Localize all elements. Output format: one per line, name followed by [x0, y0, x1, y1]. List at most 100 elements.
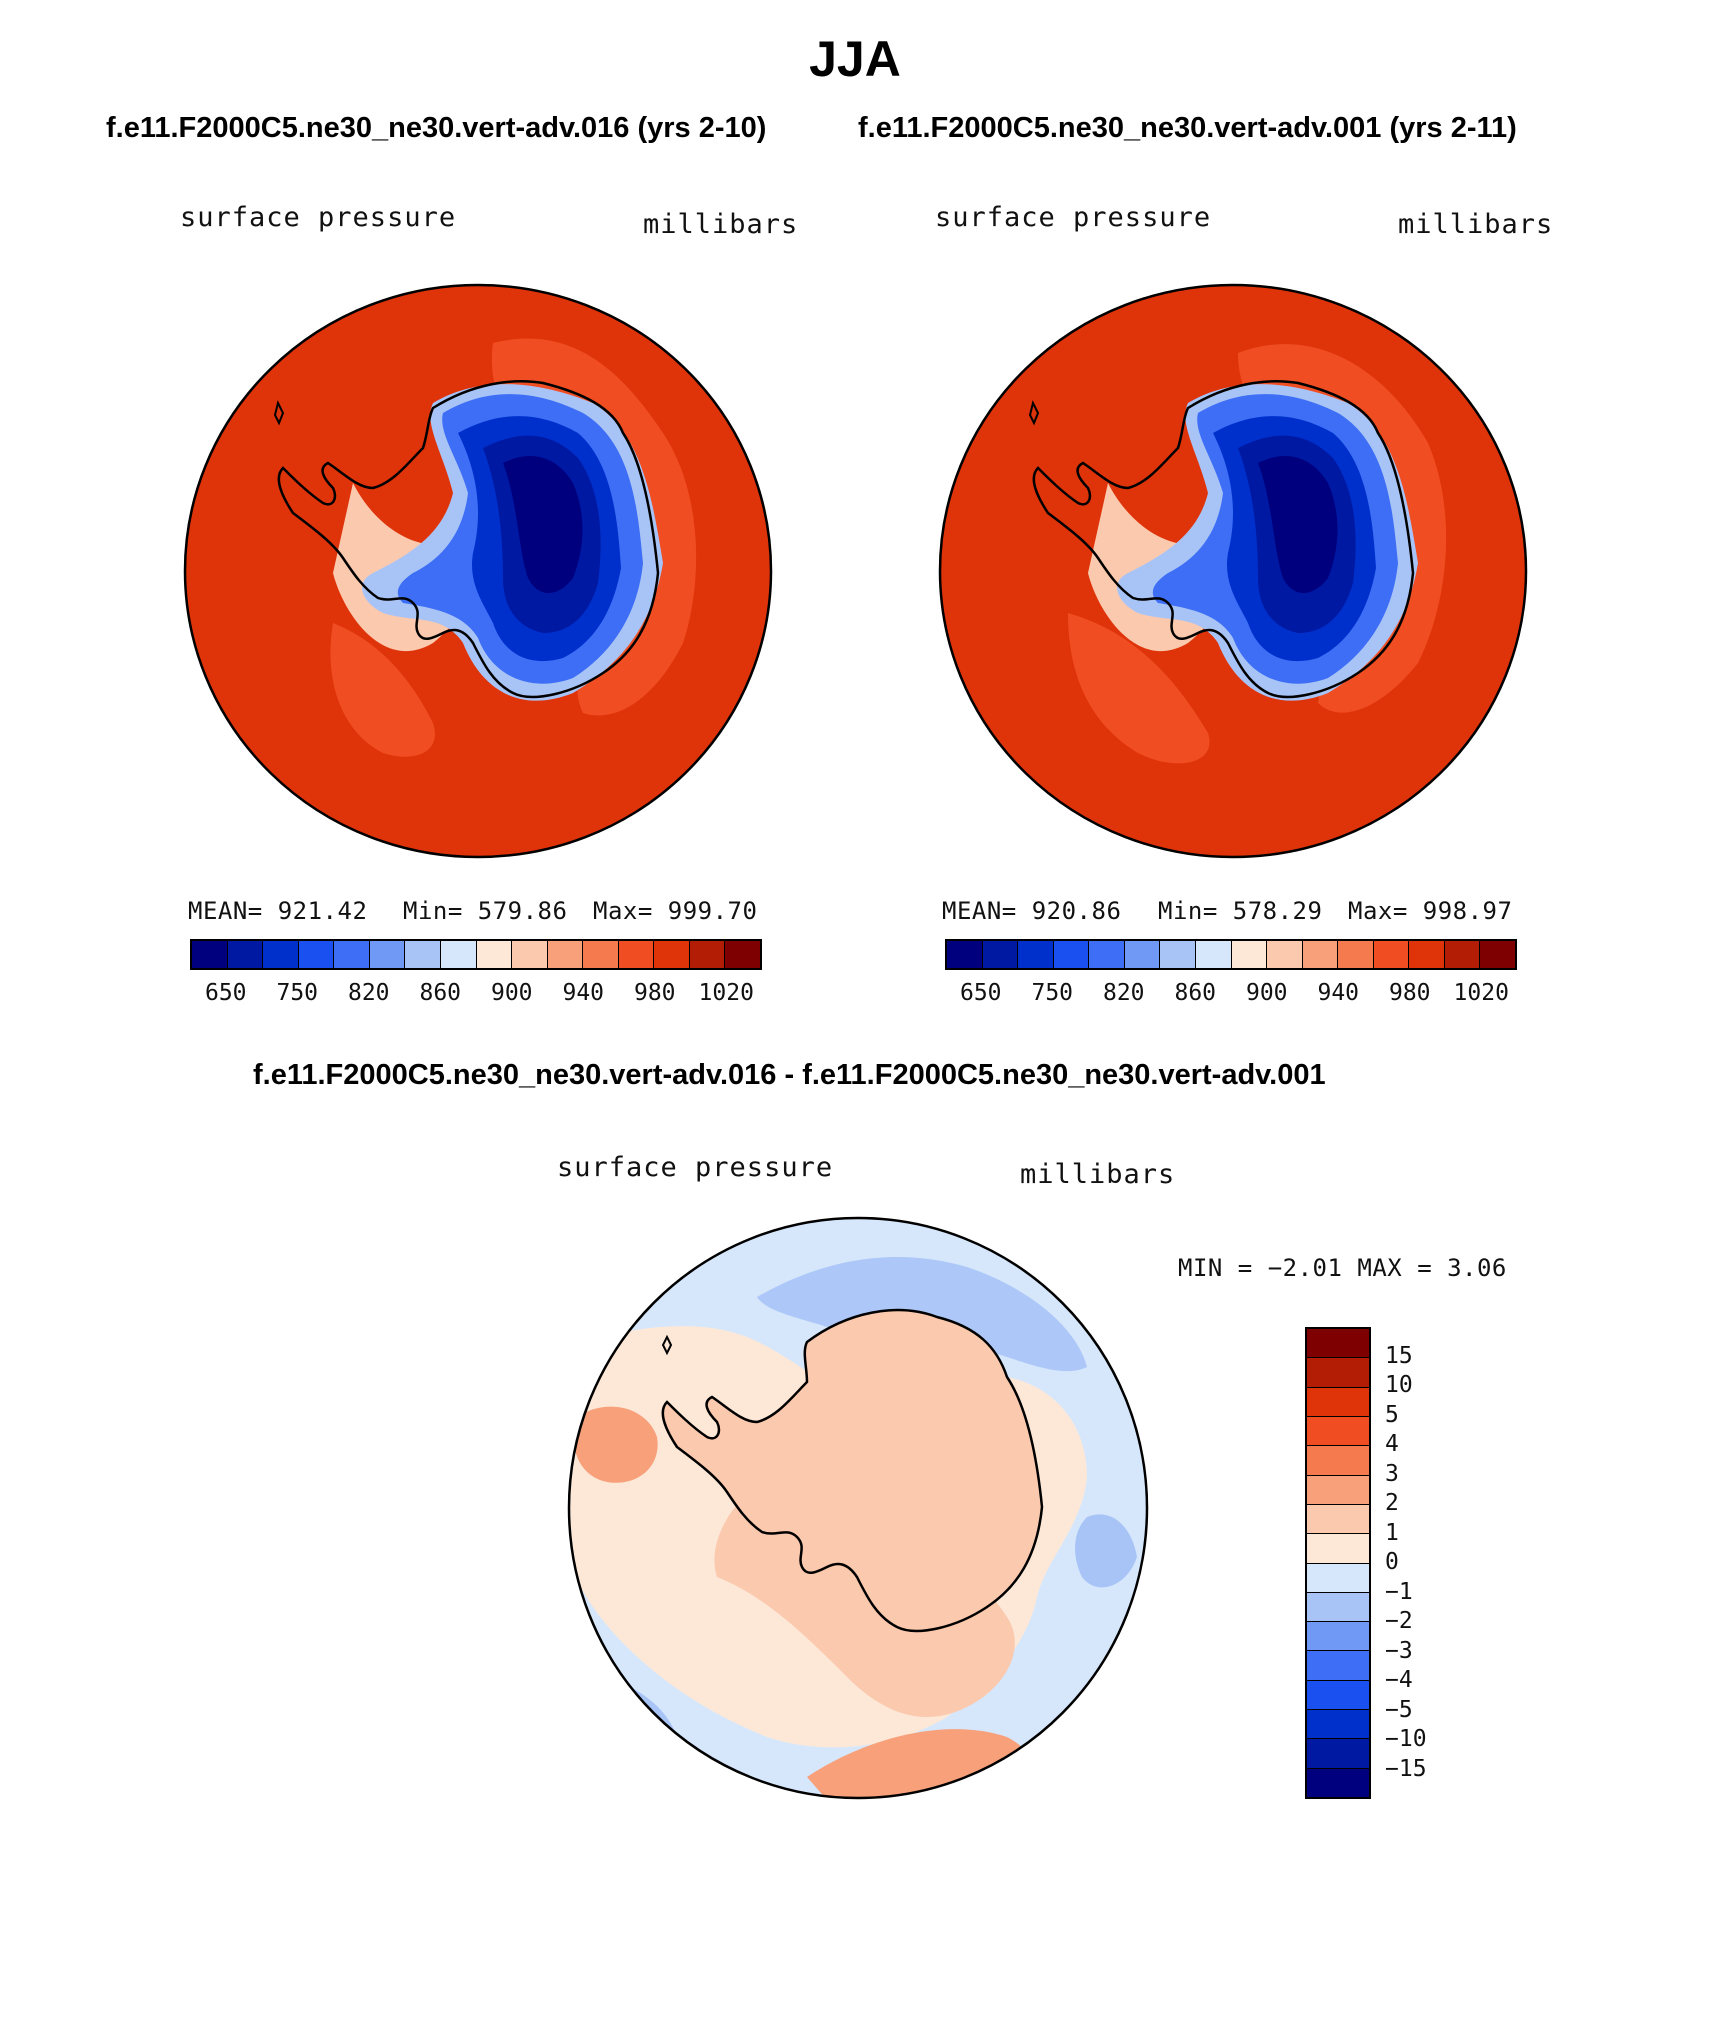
panel-2-mean: MEAN= 920.86	[942, 897, 1122, 925]
panel-2-colorbar-tick-label: 820	[1102, 980, 1145, 1006]
diff-colorbar-tick-label: 0	[1385, 1549, 1399, 1575]
panel-1-colorbar-swatch	[654, 941, 690, 968]
panel-1-colorbar-tick-label: 1020	[698, 980, 754, 1006]
diff-colorbar-tick-label: −10	[1385, 1726, 1427, 1752]
panel-1-colorbar-labels: 650 750 820 860 900 940 980 1020	[190, 980, 762, 1010]
panel-1-min: Min= 579.86	[403, 897, 568, 925]
panel-1-colorbar-swatch	[547, 941, 584, 968]
diff-colorbar-labels: 15 10 5 4 3 2 1 0 −1 −2 −3 −4 −5 −10 −15	[1385, 1327, 1465, 1799]
panel-2-colorbar-swatch	[1444, 941, 1481, 968]
panel-2-max: Max= 998.97	[1348, 897, 1513, 925]
figure-title: JJA	[809, 31, 901, 87]
panel-2-case-title: f.e11.F2000C5.ne30_ne30.vert-adv.001 (yr…	[858, 112, 1517, 144]
panel-2-colorbar-swatch	[1480, 941, 1515, 968]
panel-1-colorbar-swatch	[725, 941, 760, 968]
diff-colorbar-swatch	[1307, 1739, 1369, 1769]
diff-colorbar-swatch	[1307, 1416, 1369, 1447]
panel-1-colorbar-tick-label: 980	[633, 980, 676, 1006]
panel-2-colorbar-swatch	[1373, 941, 1410, 968]
diff-colorbar-tick-label: 10	[1385, 1372, 1413, 1398]
panel-1-colorbar-swatch	[192, 941, 228, 968]
panel-1-colorbar-swatch	[263, 941, 299, 968]
panel-2-colorbar-tick-label: 900	[1245, 980, 1288, 1006]
diff-colorbar-swatch	[1307, 1768, 1369, 1797]
panel-2-variable-label: surface pressure	[935, 202, 1212, 233]
panel-2-map	[938, 283, 1528, 859]
panel-2-colorbar-swatch	[1124, 941, 1161, 968]
diff-colorbar-swatch	[1307, 1446, 1369, 1476]
diff-colorbar-tick-label: 15	[1385, 1342, 1413, 1369]
diff-colorbar-swatch	[1307, 1329, 1369, 1359]
diff-colorbar-tick-label: 4	[1385, 1431, 1399, 1457]
panel-2-colorbar-tick-label: 980	[1388, 980, 1431, 1006]
diff-colorbar-swatch	[1307, 1563, 1369, 1593]
panel-1-colorbar-swatch	[583, 941, 619, 968]
panel-2-colorbar-tick-label: 940	[1317, 980, 1360, 1006]
panel-1-colorbar-swatch	[227, 941, 264, 968]
diff-colorbar-tick-label: −5	[1385, 1696, 1413, 1723]
panel-2-colorbar-swatch	[982, 941, 1019, 968]
panel-1-map	[183, 283, 773, 859]
diff-panel-map	[567, 1216, 1149, 1800]
panel-2-colorbar	[945, 939, 1517, 970]
diff-panel-variable-label: surface pressure	[557, 1152, 834, 1183]
panel-2-colorbar-swatch	[1231, 941, 1268, 968]
panel-2-colorbar-swatch	[1409, 941, 1445, 968]
panel-1-colorbar-tick-label: 650	[204, 980, 247, 1006]
panel-1-colorbar-swatch	[405, 941, 441, 968]
panel-1-colorbar-swatch	[476, 941, 513, 968]
diff-colorbar-tick-label: 1	[1385, 1519, 1399, 1546]
panel-1-colorbar-swatch	[618, 941, 655, 968]
diff-colorbar-tick-label: 5	[1385, 1401, 1399, 1428]
panel-2-colorbar-tick-label: 1020	[1453, 980, 1509, 1006]
panel-2-colorbar-tick-label: 750	[1031, 980, 1074, 1006]
panel-1-colorbar-tick-label: 900	[490, 980, 533, 1006]
diff-panel-title: f.e11.F2000C5.ne30_ne30.vert-adv.016 - f…	[253, 1059, 1326, 1091]
panel-1-colorbar-swatch	[440, 941, 477, 968]
diff-colorbar-swatch	[1307, 1387, 1369, 1417]
diff-colorbar-swatch	[1307, 1622, 1369, 1652]
diff-colorbar-swatch	[1307, 1710, 1369, 1740]
panel-2-colorbar-labels: 650 750 820 860 900 940 980 1020	[945, 980, 1517, 1010]
diff-colorbar-swatch	[1307, 1592, 1369, 1623]
panel-1-colorbar-swatch	[298, 941, 335, 968]
panel-2-colorbar-swatch	[1053, 941, 1090, 968]
diff-colorbar-tick-label: 3	[1385, 1460, 1399, 1487]
panel-1-mean: MEAN= 921.42	[188, 897, 368, 925]
panel-1-colorbar-swatch	[689, 941, 726, 968]
panel-2-colorbar-swatch	[1089, 941, 1125, 968]
panel-2-units-label: millibars	[1398, 209, 1554, 240]
diff-colorbar	[1305, 1327, 1371, 1799]
diff-colorbar-swatch	[1307, 1358, 1369, 1388]
panel-1-colorbar-swatch	[334, 941, 370, 968]
diff-colorbar-swatch	[1307, 1651, 1369, 1681]
panel-1-max: Max= 999.70	[593, 897, 758, 925]
panel-1-colorbar-tick-label: 750	[276, 980, 319, 1006]
diff-colorbar-tick-label: 2	[1385, 1490, 1399, 1516]
diff-colorbar-tick-label: −4	[1385, 1667, 1413, 1693]
panel-1-colorbar-tick-label: 820	[347, 980, 390, 1006]
diff-colorbar-tick-label: −3	[1385, 1637, 1413, 1664]
panel-2-min: Min= 578.29	[1158, 897, 1323, 925]
panel-1-colorbar-tick-label: 940	[562, 980, 605, 1006]
diff-panel-minmax: MIN = −2.01 MAX = 3.06	[1178, 1254, 1507, 1282]
diff-colorbar-tick-label: −15	[1385, 1755, 1427, 1782]
diff-panel-units-label: millibars	[1020, 1159, 1176, 1190]
panel-2-colorbar-tick-label: 650	[959, 980, 1002, 1006]
panel-2-colorbar-swatch	[1195, 941, 1232, 968]
panel-1-colorbar-tick-label: 860	[419, 980, 462, 1006]
panel-1-colorbar	[190, 939, 762, 970]
panel-2-colorbar-swatch	[1267, 941, 1303, 968]
panel-1-variable-label: surface pressure	[180, 202, 457, 233]
panel-2-colorbar-swatch	[1338, 941, 1374, 968]
panel-2-colorbar-swatch	[1018, 941, 1054, 968]
panel-2-colorbar-swatch	[1160, 941, 1196, 968]
diff-colorbar-swatch	[1307, 1475, 1369, 1505]
diff-colorbar-swatch	[1307, 1504, 1369, 1535]
panel-1-colorbar-swatch	[512, 941, 548, 968]
panel-2-colorbar-swatch	[1302, 941, 1339, 968]
diff-colorbar-tick-label: −2	[1385, 1608, 1413, 1634]
diff-colorbar-swatch	[1307, 1680, 1369, 1711]
panel-2-colorbar-tick-label: 860	[1174, 980, 1217, 1006]
panel-2-colorbar-swatch	[947, 941, 983, 968]
